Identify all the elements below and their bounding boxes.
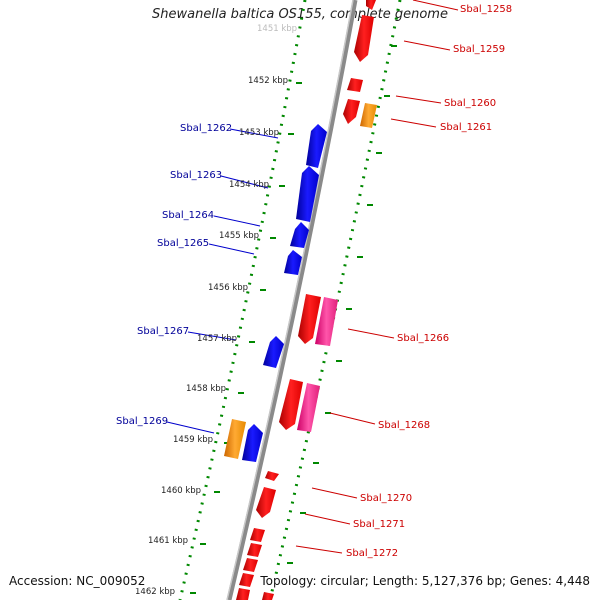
scale-label: 1451 kbp — [257, 24, 297, 34]
reverse-leader-lines — [166, 128, 279, 434]
gene-1273a[interactable] — [243, 558, 258, 572]
scale-label: 1455 kbp — [219, 231, 259, 241]
scale-labels: 1451 kbp 1452 kbp 1453 kbp 1454 kbp 1455… — [135, 24, 297, 597]
gene-sbal-1259[interactable] — [354, 15, 374, 62]
gene-sbal-1266a[interactable] — [298, 294, 321, 344]
gene-label[interactable]: Sbal_1271 — [353, 519, 405, 530]
gene-sbal-1270[interactable] — [265, 471, 279, 481]
scale-label: 1462 kbp — [135, 587, 175, 597]
forward-gene-labels: Sbal_1258 Sbal_1259 Sbal_1260 Sbal_1261 … — [346, 4, 512, 559]
gene-sbal-1260a[interactable] — [347, 78, 363, 92]
gene-label[interactable]: Sbal_1259 — [453, 44, 505, 55]
scale-label: 1458 kbp — [186, 384, 226, 394]
genome-backbone-highlight — [226, 0, 354, 600]
gene-label[interactable]: Sbal_1264 — [162, 210, 214, 221]
gene-sbal-1271[interactable] — [256, 487, 276, 518]
gene-sbal-1261[interactable] — [360, 103, 377, 128]
gene-label[interactable]: Sbal_1265 — [157, 238, 209, 249]
map-title: Shewanella baltica OS155, complete genom… — [152, 7, 448, 22]
gene-sbal-1266b[interactable] — [315, 297, 338, 346]
gene-sbal-1272a[interactable] — [250, 528, 265, 542]
scale-label: 1459 kbp — [173, 435, 213, 445]
forward-leader-lines — [295, 0, 459, 554]
gene-sbal-1263[interactable] — [296, 166, 319, 222]
gene-label[interactable]: Sbal_1263 — [170, 170, 222, 181]
scale-label: 1453 kbp — [239, 128, 279, 138]
gene-sbal-1258[interactable] — [366, 0, 376, 10]
gene-sbal-1269b[interactable] — [242, 424, 263, 462]
scale-label: 1456 kbp — [208, 283, 248, 293]
gene-label[interactable]: Sbal_1267 — [137, 326, 189, 337]
accession-text: Accession: NC_009052 — [9, 574, 146, 588]
gene-sbal-1260b[interactable] — [343, 99, 360, 124]
reverse-tick-track — [178, 0, 307, 600]
gene-sbal-1272b[interactable] — [247, 543, 262, 557]
genome-backbone — [226, 0, 358, 600]
gene-sbal-1267[interactable] — [263, 336, 284, 368]
scale-label: 1457 kbp — [197, 334, 237, 344]
gene-label[interactable]: Sbal_1266 — [397, 333, 449, 344]
reverse-strand-features — [224, 124, 327, 462]
reverse-gene-labels: Sbal_1262 Sbal_1263 Sbal_1264 Sbal_1265 … — [116, 123, 232, 427]
gene-label[interactable]: Sbal_1261 — [440, 122, 492, 133]
major-ticks — [190, 45, 397, 594]
topology-text: Topology: circular; Length: 5,127,376 bp… — [260, 574, 590, 588]
scale-label: 1452 kbp — [248, 76, 288, 86]
gene-label[interactable]: Sbal_1258 — [460, 4, 512, 15]
gene-sbal-1268b[interactable] — [297, 383, 320, 432]
scale-label: 1460 kbp — [161, 486, 201, 496]
forward-strand-features — [236, 0, 377, 600]
gene-1273c[interactable] — [236, 588, 250, 600]
gene-label[interactable]: Sbal_1270 — [360, 493, 412, 504]
gene-sbal-1269a[interactable] — [224, 419, 246, 459]
gene-label[interactable]: Sbal_1262 — [180, 123, 232, 134]
scale-label: 1454 kbp — [229, 180, 269, 190]
gene-1273b[interactable] — [239, 573, 254, 587]
gene-sbal-1264[interactable] — [290, 222, 309, 248]
scale-label: 1461 kbp — [148, 536, 188, 546]
gene-label[interactable]: Sbal_1260 — [444, 98, 496, 109]
gene-label[interactable]: Sbal_1272 — [346, 548, 398, 559]
gene-sbal-1268a[interactable] — [279, 379, 303, 430]
gene-label[interactable]: Sbal_1268 — [378, 420, 430, 431]
gene-label[interactable]: Sbal_1269 — [116, 416, 168, 427]
gene-1274[interactable] — [262, 592, 274, 600]
gene-sbal-1265[interactable] — [284, 250, 302, 275]
gene-sbal-1262[interactable] — [306, 124, 327, 168]
